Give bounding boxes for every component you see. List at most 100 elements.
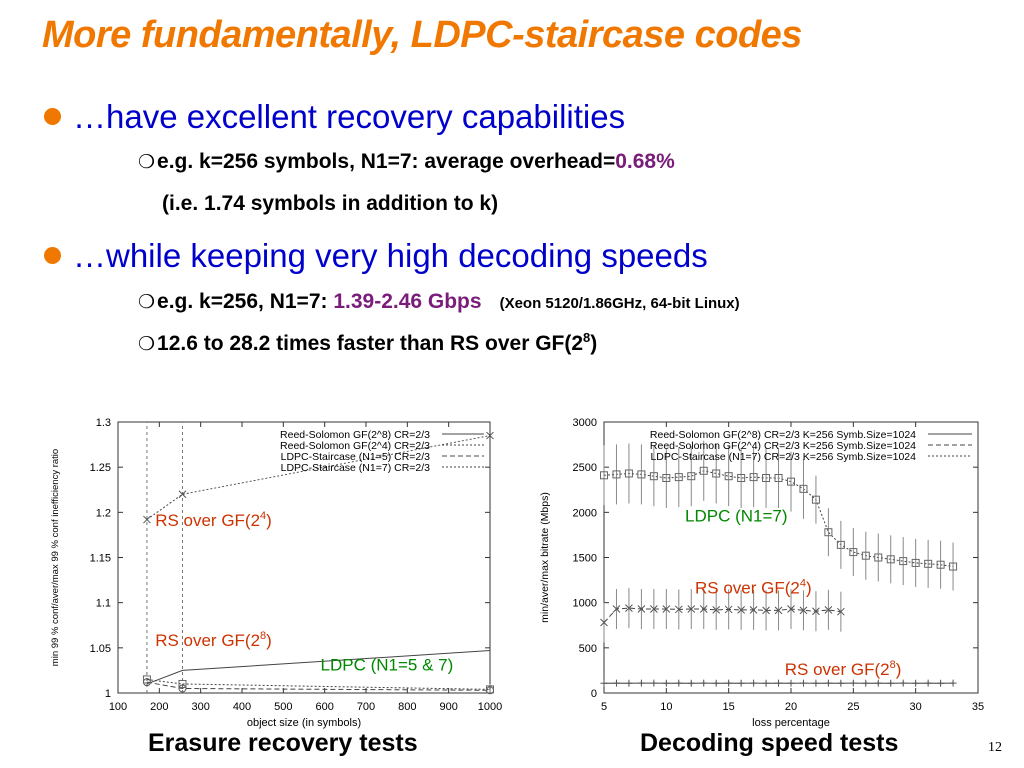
data-point: [949, 562, 958, 571]
x-tick-label: 25: [847, 701, 859, 713]
data-point: [949, 679, 957, 687]
sub-overhead-detail: (i.e. 1.74 symbols in addition to k): [162, 192, 499, 215]
data-point: [662, 605, 671, 613]
series-3: [142, 675, 494, 694]
data-point: [612, 470, 621, 479]
data-point: [824, 528, 833, 537]
y-tick-label: 0: [591, 688, 597, 700]
data-point: [849, 679, 857, 687]
data-point: [674, 605, 683, 614]
data-point: [637, 679, 645, 687]
series-2: [142, 678, 494, 695]
bullet-circle-icon: ❍: [138, 291, 156, 313]
data-point: [486, 685, 494, 694]
data-point: [811, 495, 820, 504]
x-tick-label: 800: [398, 701, 416, 713]
data-point: [725, 679, 733, 687]
data-point: [899, 679, 907, 687]
data-point: [737, 474, 746, 483]
data-point: [837, 679, 845, 687]
data-point: [824, 606, 833, 614]
series-2: [600, 440, 958, 591]
data-point: [824, 679, 832, 687]
x-tick-label: 900: [439, 701, 457, 713]
y-tick-label: 2000: [573, 507, 597, 519]
data-point: [649, 472, 658, 481]
data-point: [700, 679, 708, 687]
series-0: [600, 679, 957, 687]
annotation: RS over GF(24): [695, 578, 812, 598]
legend-entry: Reed-Solomon GF(2^4) CR=2/3 K=256 Symb.S…: [650, 440, 916, 452]
data-point: [799, 679, 807, 687]
data-point: [874, 679, 882, 687]
y-tick-label: 1.15: [90, 553, 111, 565]
x-axis-label: object size (in symbols): [247, 717, 361, 729]
data-point: [936, 560, 945, 569]
y-tick-label: 3000: [573, 417, 597, 429]
data-point: [737, 606, 745, 614]
x-tick-label: 35: [972, 701, 984, 713]
data-point: [937, 679, 945, 687]
sub-overhead-text: e.g. k=256 symbols, N1=7: average overhe…: [157, 150, 616, 173]
sub-faster-end: ): [590, 332, 598, 355]
y-tick-label: 500: [579, 643, 597, 655]
y-tick-label: 1.05: [90, 643, 111, 655]
data-point: [812, 607, 820, 616]
series-line: [146, 650, 491, 685]
sub-speed-text: e.g. k=256, N1=7:: [157, 290, 334, 313]
data-point: [687, 679, 695, 687]
data-point: [724, 605, 733, 614]
data-point: [675, 679, 683, 687]
data-point: [712, 606, 721, 614]
data-point: [600, 471, 608, 480]
series-line: [146, 678, 491, 690]
legend-entry: Reed-Solomon GF(2^4) CR=2/3: [280, 440, 430, 452]
data-point: [874, 553, 883, 562]
data-point: [886, 555, 895, 564]
y-tick-label: 2500: [573, 462, 597, 474]
data-point: [862, 679, 870, 687]
annotation-sup: 8: [890, 659, 896, 671]
caption-erasure: Erasure recovery tests: [148, 729, 418, 757]
annotation-text: RS over GF(2: [785, 660, 890, 679]
annotation: RS over GF(28): [155, 630, 272, 650]
data-point: [178, 490, 187, 499]
data-point: [142, 675, 151, 684]
data-point: [699, 605, 708, 613]
data-point: [837, 607, 845, 616]
data-point: [762, 679, 770, 687]
x-tick-label: 100: [109, 701, 127, 713]
data-point: [687, 605, 696, 613]
annotation-text: LDPC (N1=7): [685, 506, 788, 525]
sub-speed: ❍e.g. k=256, N1=7: 1.39-2.46 Gbps (Xeon 5…: [138, 290, 740, 314]
data-point: [887, 679, 895, 687]
legend-entry: LDPC-Staircase (N1=5) CR=2/3: [281, 451, 431, 463]
x-tick-label: 500: [274, 701, 292, 713]
sub-faster: ❍12.6 to 28.2 times faster than RS over …: [138, 330, 597, 356]
data-point: [812, 679, 820, 687]
data-point: [787, 679, 795, 687]
data-point: [799, 606, 808, 615]
annotation-text: LDPC (N1=5 & 7): [321, 655, 454, 674]
data-point: [787, 477, 795, 486]
x-tick-label: 10: [660, 701, 672, 713]
y-tick-label: 1: [105, 688, 111, 700]
data-point: [674, 473, 683, 482]
series-1: [143, 431, 494, 524]
annotation: RS over GF(24): [155, 510, 272, 530]
data-point: [775, 679, 783, 687]
legend-entry: Reed-Solomon GF(2^8) CR=2/3: [280, 429, 430, 441]
data-point: [861, 551, 870, 560]
data-point: [787, 605, 795, 613]
data-point: [836, 540, 845, 549]
data-point: [699, 466, 708, 475]
data-point: [624, 469, 633, 478]
y-tick-label: 1.3: [96, 417, 111, 429]
annotation-end: ): [266, 511, 272, 530]
data-point: [486, 431, 494, 440]
data-point: [924, 679, 932, 687]
data-point: [712, 469, 721, 478]
data-point: [143, 515, 151, 524]
data-point: [750, 679, 758, 687]
x-tick-label: 5: [601, 701, 607, 713]
